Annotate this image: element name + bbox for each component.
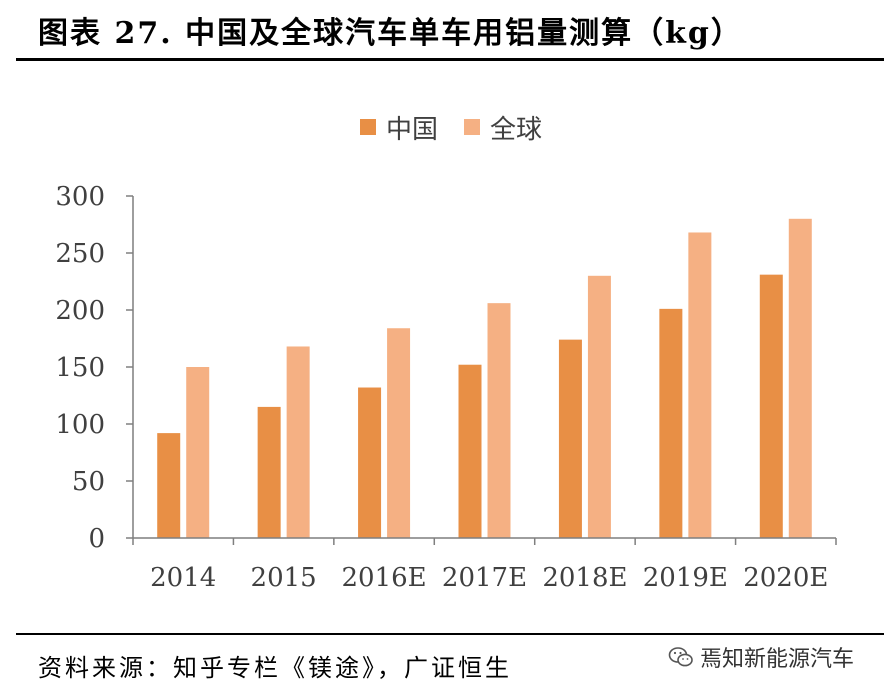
x-tick-label: 2017E (442, 563, 527, 593)
bar-china (157, 433, 181, 538)
bar-global (286, 346, 310, 538)
bar-global (387, 328, 411, 538)
bar-global (487, 303, 511, 538)
x-tick-label: 2019E (643, 563, 728, 593)
x-tick-label: 2016E (341, 563, 426, 593)
legend-swatch-china (360, 119, 376, 135)
figure-title: 图表 27. 中国及全球汽车单车用铝量测算（kg） (38, 16, 743, 51)
y-tick-label: 100 (55, 410, 105, 440)
bar-china (759, 274, 783, 538)
legend-label-global: 全球 (490, 114, 543, 145)
title-divider (16, 58, 884, 61)
bar-china (659, 308, 683, 538)
bar-china (257, 406, 281, 538)
legend-swatch-global (464, 119, 481, 135)
bar-global (587, 275, 611, 538)
bar-china (558, 339, 582, 538)
y-tick-label: 50 (72, 467, 105, 497)
x-tick-label: 2015 (251, 563, 317, 593)
bar-china (358, 387, 382, 538)
watermark: 焉知新能源汽车 (668, 644, 855, 672)
y-tick-label: 300 (55, 182, 105, 212)
legend-item-global: 全球 (464, 109, 542, 146)
bar-global (788, 218, 812, 539)
bar-china (458, 364, 482, 538)
y-tick-label: 150 (55, 353, 105, 383)
x-tick-label: 2018E (542, 563, 627, 593)
bar-global (688, 232, 712, 539)
legend-item-china: 中国 (360, 109, 438, 146)
wechat-icon (668, 647, 693, 667)
x-tick-label: 2020E (743, 563, 828, 593)
y-tick-label: 250 (55, 239, 105, 269)
y-tick-label: 0 (88, 524, 105, 554)
watermark-text: 焉知新能源汽车 (700, 647, 855, 672)
source-divider (16, 633, 884, 635)
bar-global (186, 367, 210, 538)
source-note: 资料来源：知乎专栏《镁途》，广证恒生 (38, 654, 512, 682)
x-tick-label: 2014 (150, 563, 216, 593)
legend-label-china: 中国 (386, 114, 439, 145)
bar-chart: 0 50 100 150 200 250 300 2014 2015 2016E 2017E 2018… (55, 182, 837, 593)
chart-legend: 中国 全球 (360, 109, 568, 146)
y-tick-label: 200 (55, 296, 105, 326)
